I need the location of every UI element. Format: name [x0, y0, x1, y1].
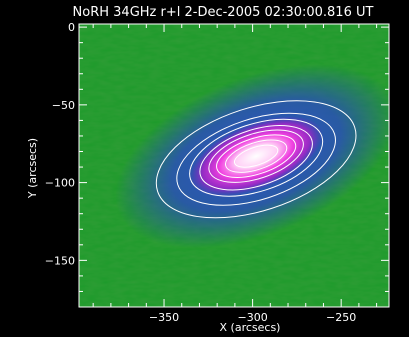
axis-ticks: −350 −300 −250 0 −50 −100 −150 [45, 21, 389, 324]
contour-line [233, 144, 279, 168]
contour-line [199, 125, 313, 191]
tick-label: −250 [326, 311, 356, 324]
contour-line [189, 118, 324, 197]
contour-line [155, 100, 357, 219]
contour-layer [155, 100, 357, 219]
contour-line [216, 134, 297, 178]
y-axis-label: Y (arcsecs) [26, 138, 39, 199]
x-axis-label: X (arcsecs) [220, 321, 281, 334]
tick-label: −150 [45, 254, 75, 267]
contour-line [225, 139, 288, 173]
contour-line [208, 129, 304, 183]
tick-label: −300 [237, 311, 267, 324]
chart-title: NoRH 34GHz r+l 2-Dec-2005 02:30:00.816 U… [73, 5, 374, 20]
tick-label: 0 [68, 21, 75, 34]
plot-frame [78, 23, 390, 308]
tick-label: −350 [149, 311, 179, 324]
contour-line [176, 112, 336, 206]
source-core [189, 116, 323, 197]
tick-label: −50 [52, 99, 75, 112]
tick-label: −100 [45, 177, 75, 190]
intensity-image [79, 24, 389, 307]
